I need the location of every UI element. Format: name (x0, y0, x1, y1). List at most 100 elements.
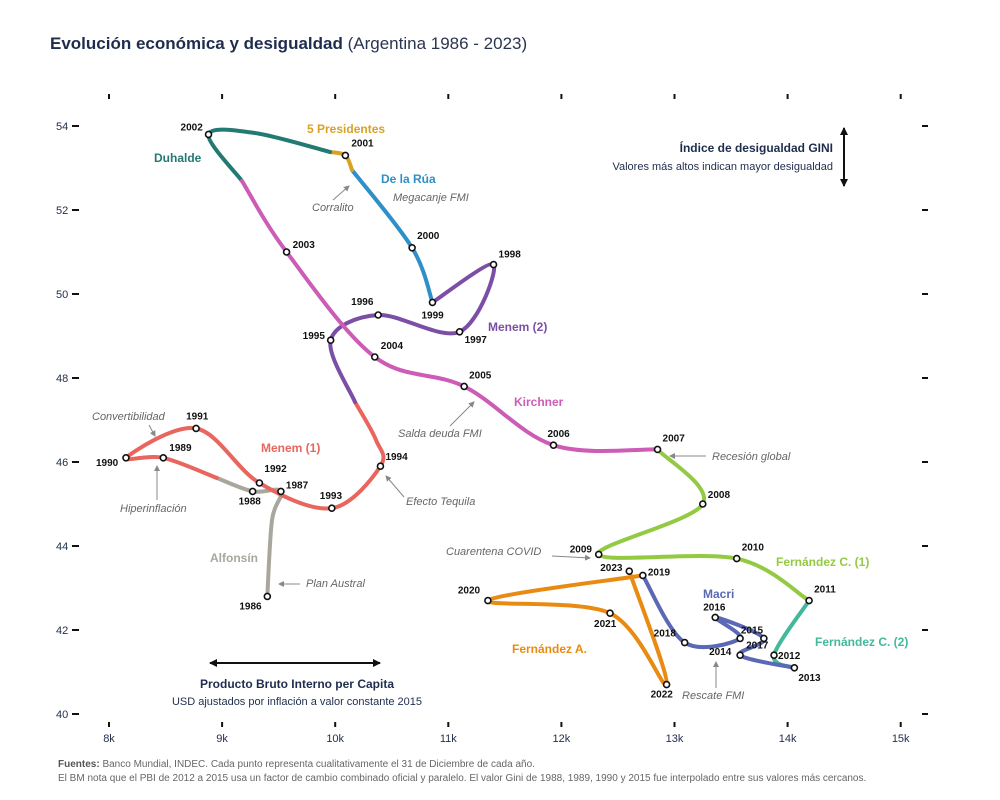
data-point (408, 244, 416, 252)
year-label: 2013 (798, 673, 821, 684)
year-label: 1997 (465, 335, 488, 346)
data-point (736, 634, 744, 643)
year-label: 2011 (814, 585, 836, 596)
annotation-arrow (148, 424, 156, 437)
y-tick-label: 54 (56, 121, 68, 133)
data-point (639, 571, 647, 580)
series-label: Menem (2) (488, 320, 547, 334)
series-line-fern-ndez-a- (485, 569, 669, 687)
year-label: 2010 (742, 543, 765, 554)
year-label: 1990 (96, 458, 119, 469)
data-point (277, 487, 285, 496)
data-point (732, 554, 741, 563)
data-point (374, 311, 382, 319)
series-label: Fernández A. (512, 642, 587, 656)
year-label: 2002 (181, 122, 204, 133)
year-label: 2006 (547, 429, 570, 440)
year-label: 2005 (469, 370, 492, 381)
x-tick-label: 12k (553, 733, 571, 745)
year-label: 2018 (654, 629, 677, 640)
data-point (790, 663, 799, 672)
data-point (204, 130, 213, 139)
annotation-arrow (385, 475, 405, 498)
series-line-duhalde (206, 127, 332, 183)
x-axis-subtitle: USD ajustados por inflación a valor cons… (172, 696, 422, 708)
data-point (680, 638, 689, 647)
y-tick-label: 40 (56, 709, 68, 721)
data-point (376, 462, 385, 471)
data-point (328, 504, 336, 513)
year-label: 1987 (286, 480, 309, 491)
annotation-label: Megacanje FMI (393, 192, 469, 204)
data-point (255, 479, 264, 487)
series-label: Kirchner (514, 395, 564, 409)
series-label: Alfonsín (210, 551, 258, 565)
series-label: 5 Presidentes (307, 122, 385, 136)
y-tick-label: 42 (56, 625, 68, 637)
data-point (625, 567, 634, 576)
year-label: 2020 (458, 586, 481, 597)
y-tick-label: 46 (56, 457, 68, 469)
year-label: 2009 (570, 544, 593, 555)
data-point (606, 609, 614, 618)
x-tick-label: 13k (666, 733, 684, 745)
year-label: 1999 (421, 310, 444, 321)
x-tick-label: 11k (440, 733, 457, 745)
data-point (192, 424, 200, 433)
annotation-arrow (551, 554, 591, 561)
data-point (711, 613, 720, 622)
year-label: 2008 (708, 490, 731, 501)
data-point (248, 487, 257, 496)
year-label: 1998 (499, 250, 522, 261)
annotation-label: Salda deuda FMI (398, 428, 482, 440)
data-point (460, 382, 468, 391)
data-point (341, 151, 350, 160)
annotation-label: Efecto Tequila (406, 496, 475, 508)
data-point (282, 248, 291, 256)
x-axis-title: Producto Bruto Interno per Capita (200, 677, 394, 691)
year-label: 2014 (709, 647, 732, 658)
data-point (455, 327, 464, 336)
year-label: 2019 (648, 567, 671, 578)
annotation-label: Hiperinflación (120, 503, 187, 515)
series-label: Macri (703, 587, 734, 601)
year-label: 2000 (417, 231, 440, 242)
data-point (549, 441, 558, 450)
chart-title: Evolución económica y desigualdad (Argen… (50, 34, 528, 53)
data-point (760, 634, 768, 643)
series-label: Menem (1) (261, 441, 320, 455)
data-point (484, 596, 492, 605)
year-label: 1995 (303, 331, 326, 342)
year-label: 1993 (320, 491, 343, 502)
series-label: Duhalde (154, 151, 202, 165)
data-point (263, 592, 272, 601)
year-label: 1989 (169, 443, 192, 454)
x-tick-label: 9k (216, 733, 228, 745)
y-tick-label: 48 (56, 373, 68, 385)
annotation-label: Cuarentena COVID (446, 546, 541, 558)
footnote: Fuentes: Banco Mundial, INDEC. Cada punt… (58, 759, 867, 784)
annotation-arrow (449, 401, 475, 427)
year-label: 2003 (293, 240, 316, 251)
x-tick-label: 14k (779, 733, 797, 745)
annotation-label: Rescate FMI (682, 690, 744, 702)
data-point (326, 336, 335, 345)
year-label: 1996 (351, 297, 374, 308)
y-tick-label: 44 (56, 541, 68, 553)
year-label: 2001 (351, 138, 374, 149)
y-tick-label: 50 (56, 289, 68, 301)
year-label: 2012 (778, 651, 801, 662)
year-label: 2007 (663, 433, 686, 444)
y-axis-subtitle: Valores más altos indican mayor desigual… (612, 161, 833, 173)
series-line-kirchner (240, 179, 660, 454)
y-tick-label: 52 (56, 205, 68, 217)
annotation-label: Plan Austral (306, 578, 365, 590)
data-point (428, 298, 437, 307)
data-point (122, 453, 130, 462)
series-label: De la Rúa (381, 172, 436, 186)
data-point (736, 651, 744, 660)
x-tick-label: 15k (892, 733, 910, 745)
year-label: 1992 (264, 464, 287, 475)
year-label: 2023 (600, 563, 623, 574)
